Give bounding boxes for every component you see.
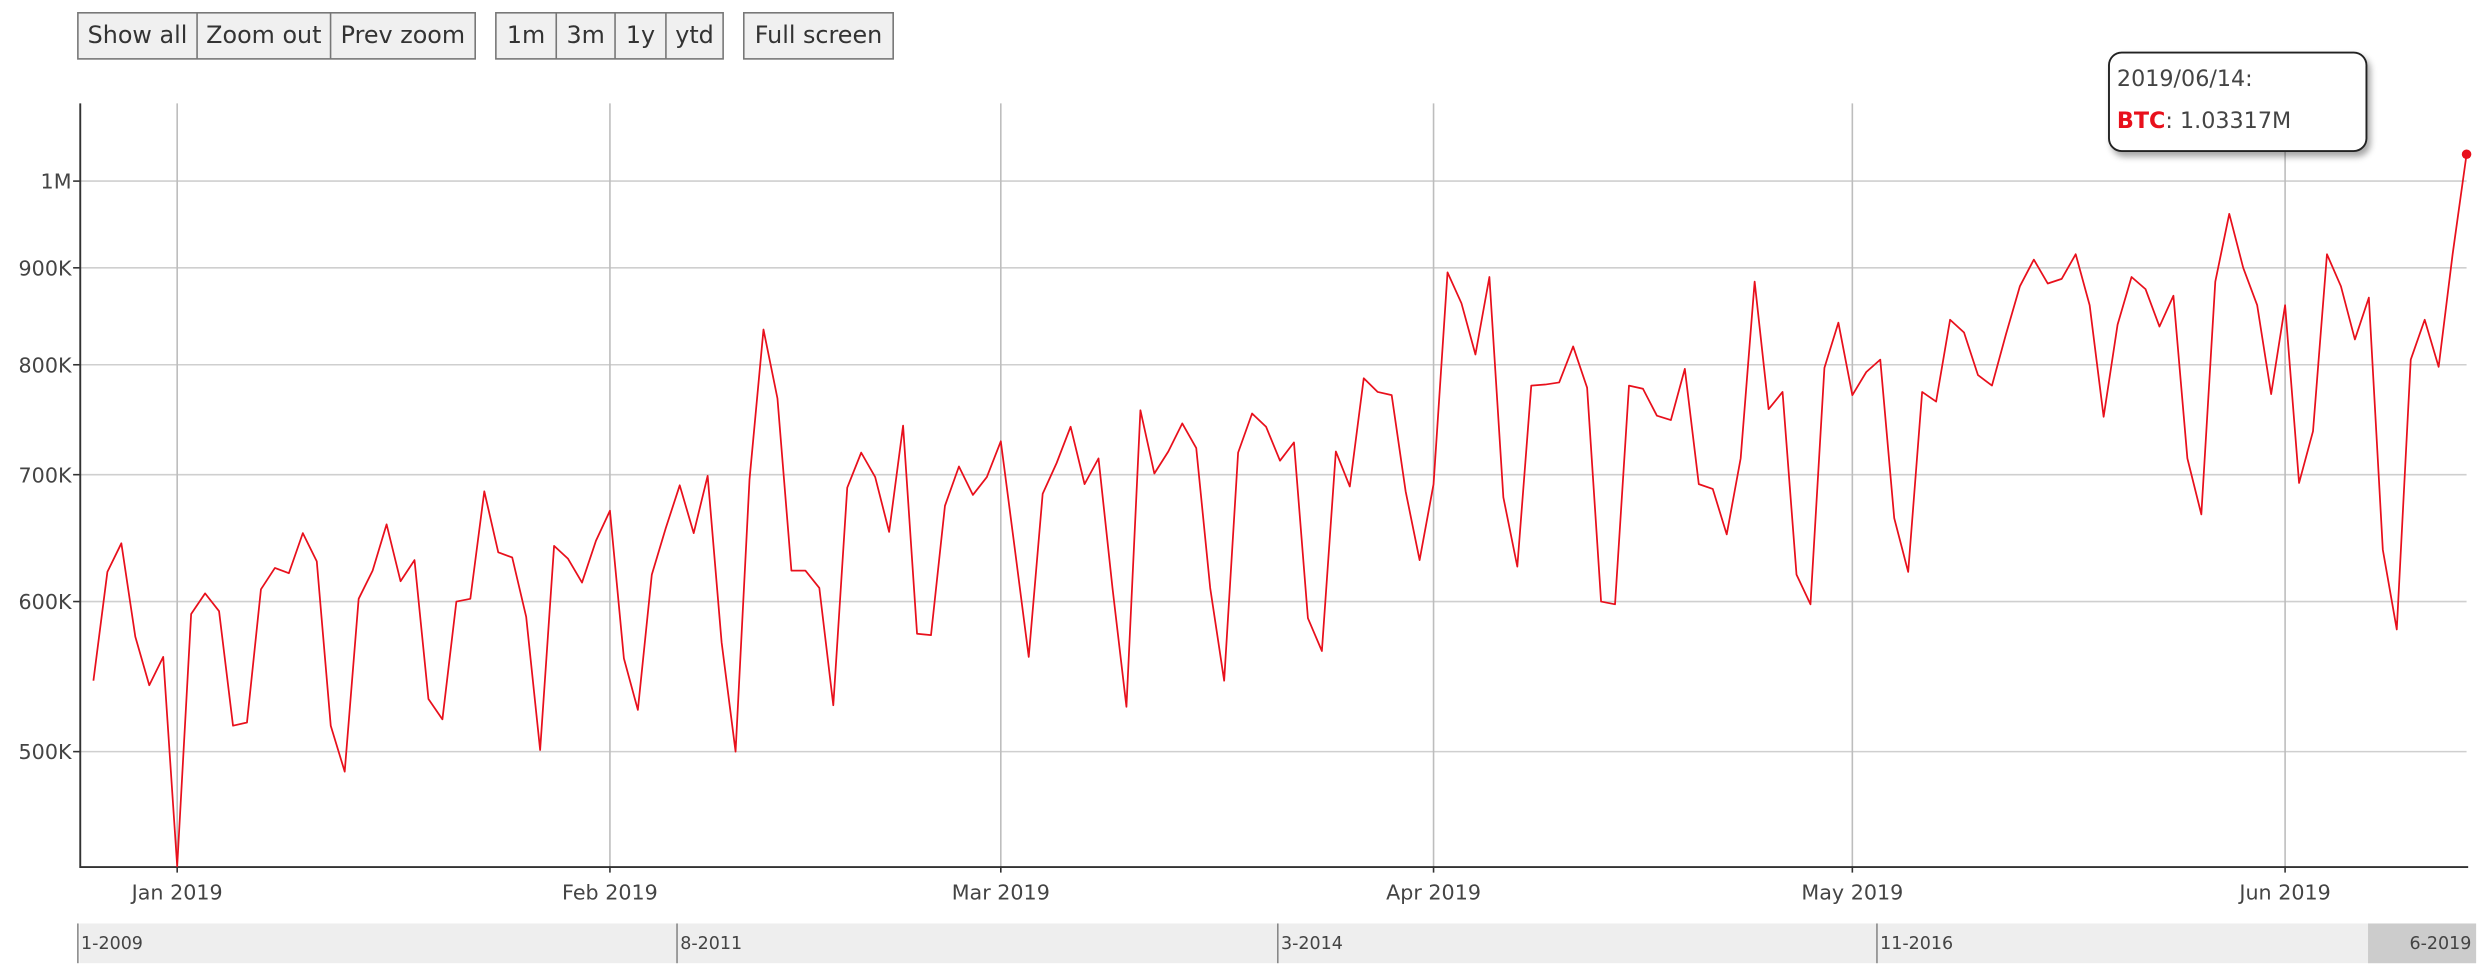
navigator-label: 6-2019 xyxy=(2409,934,2471,954)
tooltip-box xyxy=(2108,51,2368,153)
navigator-label: 1-2009 xyxy=(81,934,143,954)
button-label: Zoom out xyxy=(206,21,321,49)
x-tick-label: May 2019 xyxy=(1801,880,1903,904)
y-tick-label: 700K xyxy=(19,463,72,487)
range-navigator[interactable]: 1-2009 8-2011 3-2014 11-2016 6-2019 xyxy=(77,923,2477,964)
button-group xyxy=(742,12,894,60)
button-label: 3m xyxy=(566,21,604,49)
tooltip-date: 2019/06/14: xyxy=(2117,66,2253,92)
navigator-label: 8-2011 xyxy=(680,934,742,954)
button-label: 1y xyxy=(626,21,655,49)
x-tick-label: Feb 2019 xyxy=(562,880,658,904)
button-group xyxy=(77,12,476,60)
button[interactable]: Full screen xyxy=(755,21,883,49)
button-label: ytd xyxy=(675,21,714,49)
button[interactable]: Zoom out xyxy=(196,12,321,59)
x-tick-label: Jun 2019 xyxy=(2237,880,2330,904)
button-label: Prev zoom xyxy=(341,21,465,49)
x-tick-label: Apr 2019 xyxy=(1386,880,1481,904)
navigator-label: 3-2014 xyxy=(1281,934,1343,954)
x-tick-label: Mar 2019 xyxy=(952,880,1050,904)
highlight-point xyxy=(2461,149,2472,160)
y-tick-label: 1M xyxy=(41,170,72,194)
button-label: Full screen xyxy=(755,21,883,49)
button-group xyxy=(495,12,724,60)
button[interactable]: ytd xyxy=(665,12,714,59)
x-tick-label: Jan 2019 xyxy=(130,880,223,904)
data-line xyxy=(92,154,2468,868)
tooltip-series: BTC xyxy=(2117,107,2165,133)
navigator-selection[interactable] xyxy=(2368,923,2477,964)
y-tick-label: 800K xyxy=(19,353,72,377)
y-tick-label: 900K xyxy=(19,256,72,280)
y-tick-label: 500K xyxy=(19,740,72,764)
button[interactable]: Show all xyxy=(88,21,188,49)
button-label: Show all xyxy=(88,21,188,49)
button-label: 1m xyxy=(507,21,545,49)
tooltip-value-text: : 1.03317M xyxy=(2165,107,2291,133)
button[interactable]: 1y xyxy=(614,12,655,59)
y-tick-label: 600K xyxy=(19,590,72,614)
button[interactable]: 3m xyxy=(555,12,605,59)
button[interactable]: Prev zoom xyxy=(329,12,466,59)
navigator-label: 11-2016 xyxy=(1880,934,1953,954)
button[interactable]: 1m xyxy=(507,21,545,49)
tooltip-value: BTC: 1.03317M xyxy=(2117,107,2291,133)
